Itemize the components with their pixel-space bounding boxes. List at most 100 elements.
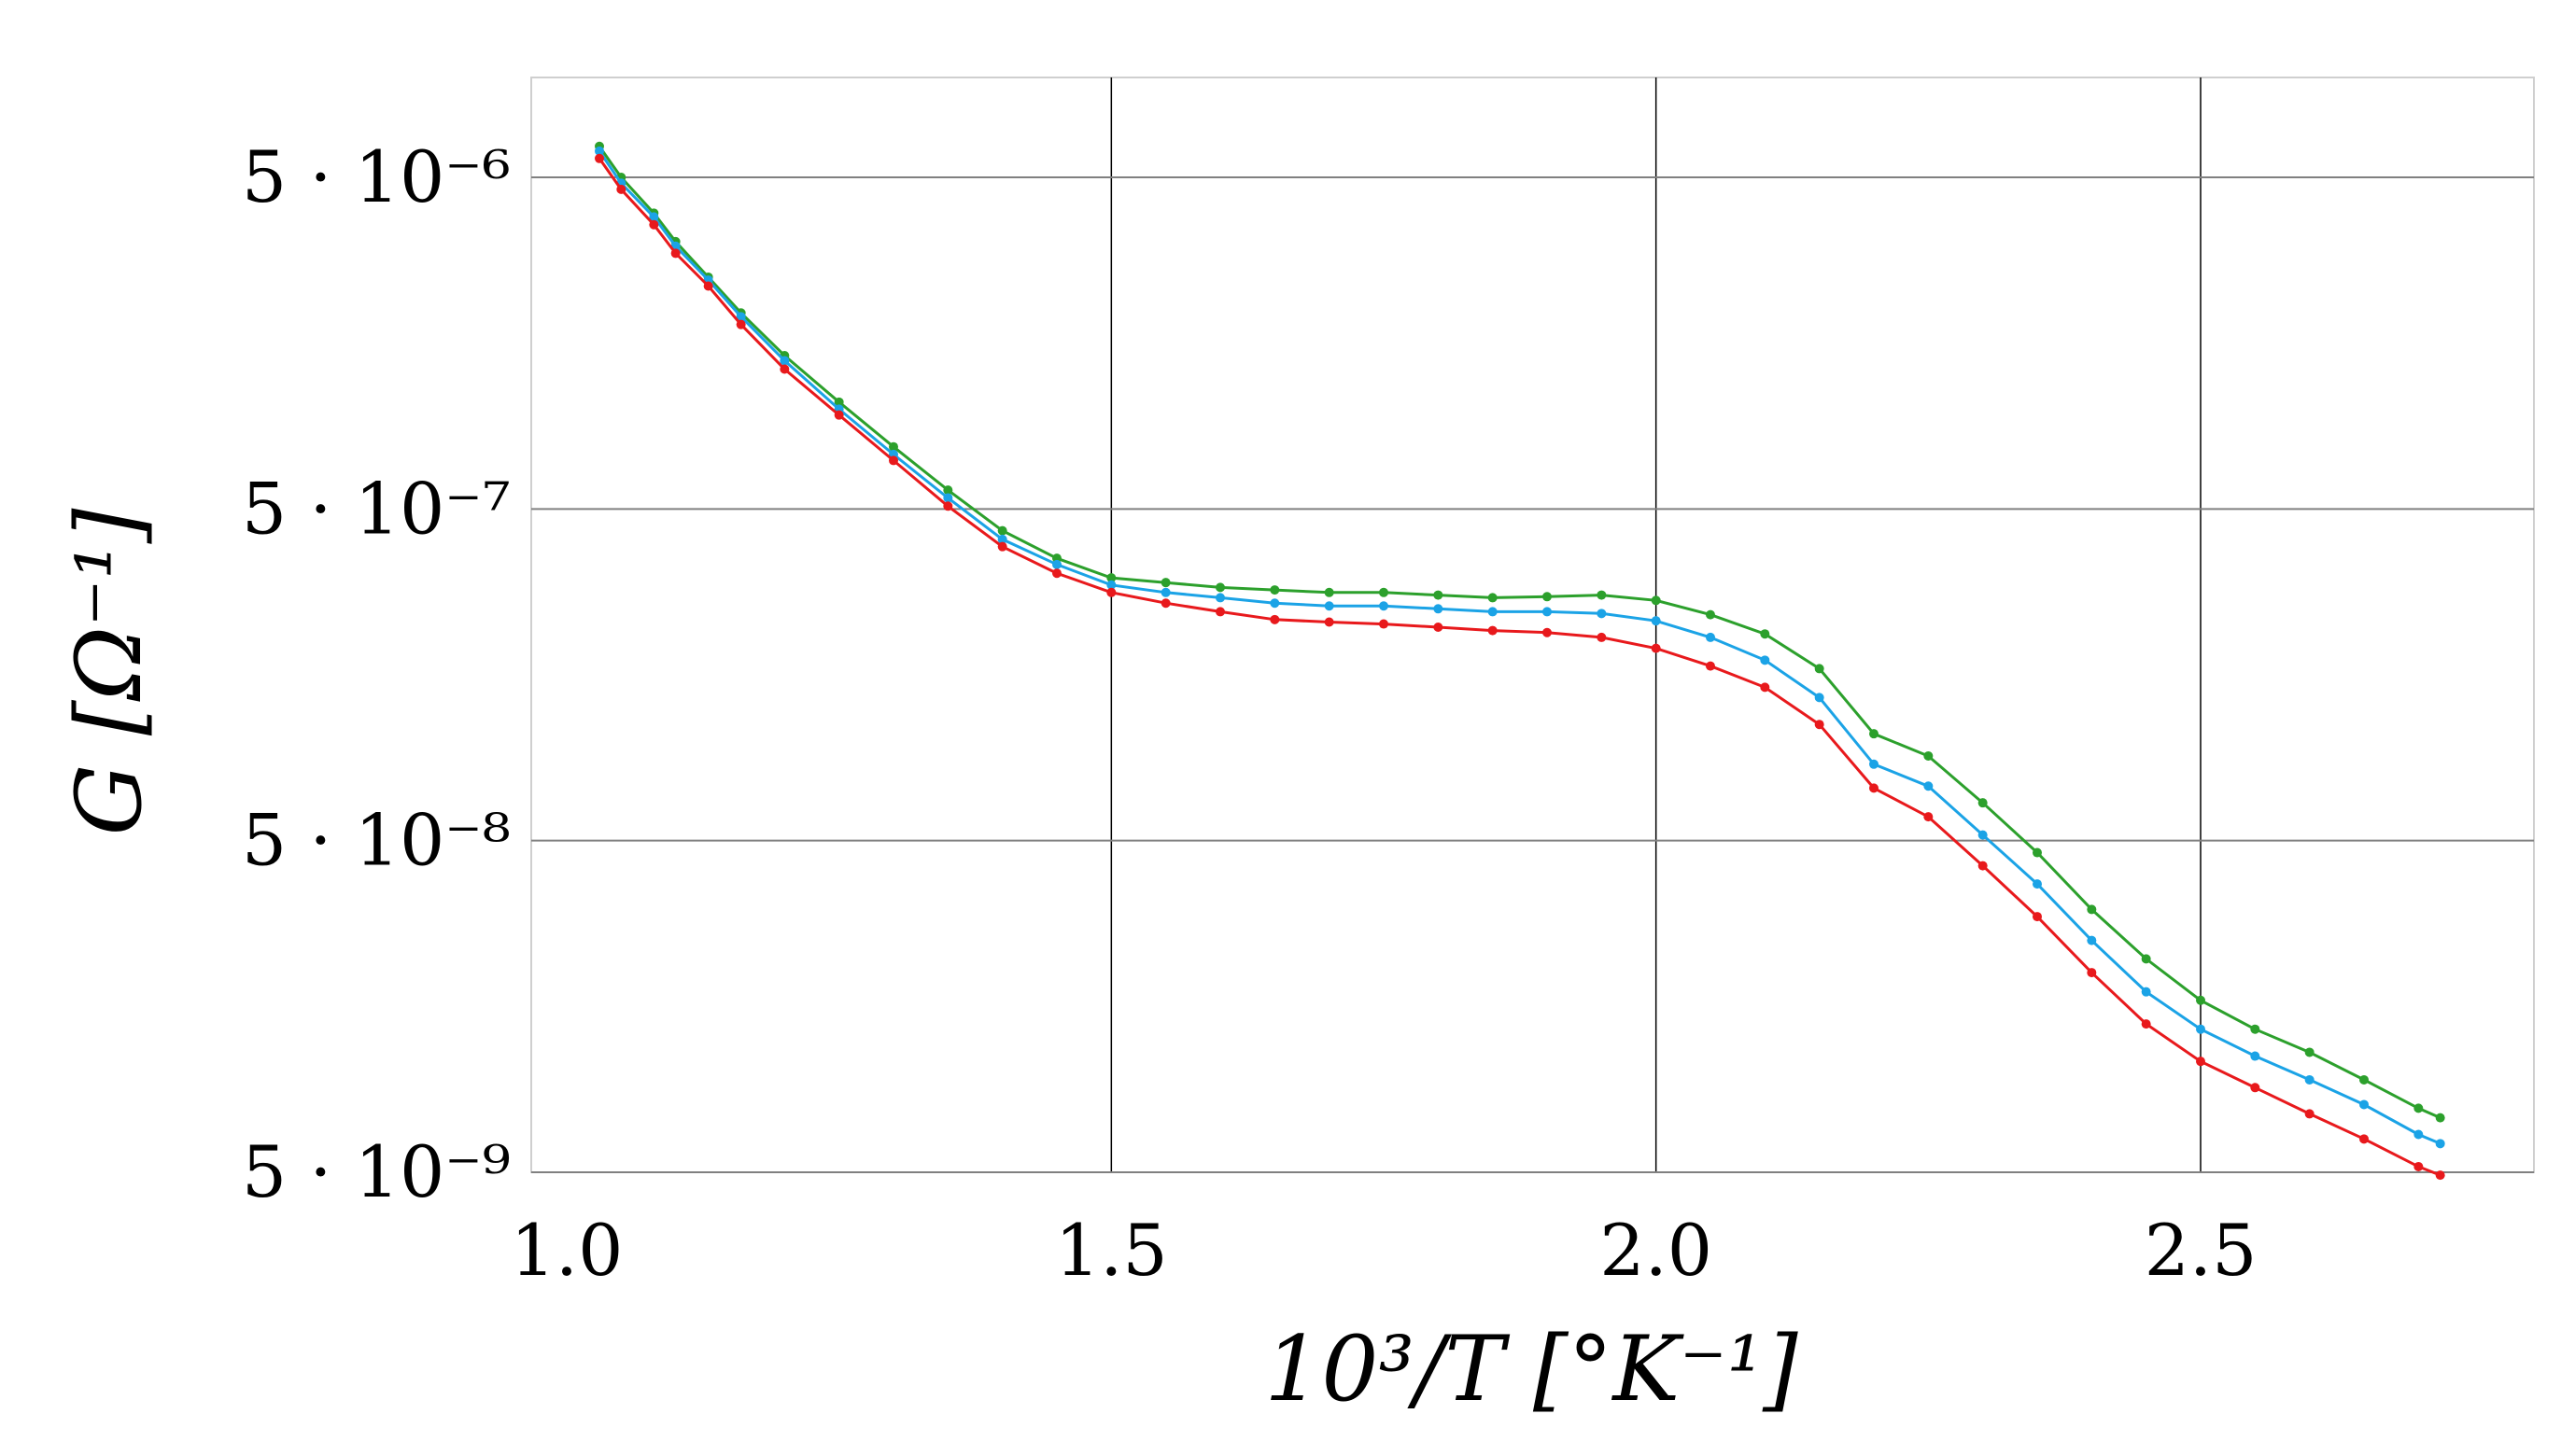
data-point [2250, 1083, 2260, 1093]
data-point [834, 397, 844, 407]
data-point [834, 410, 844, 420]
data-point [595, 146, 604, 156]
data-point [703, 281, 713, 291]
data-point [736, 319, 746, 329]
data-point [1161, 587, 1171, 597]
data-point [2435, 1170, 2445, 1181]
data-point [1597, 590, 1607, 600]
data-point [1324, 617, 1334, 627]
x-tick-label: 2.5 [2145, 1209, 2258, 1292]
data-point [1542, 627, 1552, 637]
data-point [1161, 598, 1171, 609]
data-point [1216, 582, 1225, 593]
y-tick-label: 5 · 10⁻⁸ [242, 799, 511, 882]
data-point [1651, 616, 1661, 626]
data-point [1106, 587, 1117, 597]
data-point [2359, 1074, 2369, 1085]
data-point [1106, 573, 1117, 583]
data-point [1542, 607, 1552, 617]
data-point [2304, 1047, 2315, 1057]
data-point [1270, 598, 1280, 609]
data-point [1324, 601, 1334, 611]
data-point [1270, 614, 1280, 624]
data-point [997, 534, 1007, 544]
y-axis-label: G [Ω⁻¹] [57, 508, 162, 835]
data-point [1977, 798, 1988, 808]
data-point [2087, 968, 2097, 978]
data-point [1379, 619, 1388, 629]
data-point [889, 441, 898, 452]
data-point [2304, 1109, 2315, 1119]
data-point [1324, 587, 1334, 597]
y-tick-labels: 5 · 10⁻⁶ 5 · 10⁻⁷ 5 · 10⁻⁸ 5 · 10⁻⁹ [242, 135, 511, 1213]
data-point [595, 153, 604, 163]
data-point [2413, 1129, 2424, 1140]
data-point [1487, 607, 1498, 617]
grid-lines [531, 77, 2534, 1173]
data-point [889, 455, 898, 466]
data-point [2435, 1113, 2445, 1123]
data-point [1869, 729, 1878, 739]
plot-area-frame [530, 77, 2535, 1173]
data-point [943, 493, 953, 503]
series-1 [595, 146, 2445, 1149]
data-point [736, 312, 746, 322]
data-point [2196, 1057, 2205, 1067]
data-point [1487, 625, 1498, 636]
data-point [1760, 655, 1770, 665]
data-point [1106, 580, 1117, 590]
data-point [2087, 935, 2097, 945]
data-point [1814, 664, 1824, 674]
data-point [1651, 643, 1661, 653]
data-point [2304, 1074, 2315, 1085]
data-point [1977, 861, 1988, 871]
data-point [1814, 720, 1824, 730]
data-point [649, 212, 659, 222]
data-point [2196, 995, 2205, 1005]
data-point [997, 525, 1007, 536]
data-point [2250, 1024, 2260, 1034]
data-point [1597, 609, 1607, 619]
data-point [1052, 568, 1062, 579]
data-point [1651, 595, 1661, 606]
data-point [1597, 632, 1607, 642]
data-point [1760, 629, 1770, 639]
data-point [1869, 759, 1878, 769]
data-point [670, 248, 681, 259]
data-point [1977, 830, 1988, 840]
data-point [2033, 879, 2042, 889]
data-point [649, 219, 659, 230]
data-point [1433, 623, 1443, 633]
data-point [1433, 590, 1443, 600]
data-point [943, 501, 953, 511]
y-tick-label: 5 · 10⁻⁹ [242, 1130, 511, 1213]
data-point [1433, 604, 1443, 614]
series-2 [595, 153, 2445, 1181]
data-point [1869, 783, 1878, 793]
data-point [780, 356, 790, 366]
data-point [1379, 601, 1388, 611]
series-line [598, 145, 2441, 1119]
data-point [1706, 632, 1715, 642]
x-tick-labels: 1.0 1.5 2.0 2.5 [511, 1209, 2258, 1292]
data-point [1161, 578, 1171, 588]
data-point [2413, 1161, 2424, 1171]
data-point [2033, 847, 2042, 858]
data-point [1706, 661, 1715, 671]
y-tick-label: 5 · 10⁻⁷ [242, 467, 511, 550]
x-tick-label: 2.0 [1599, 1209, 1712, 1292]
data-point [1814, 693, 1824, 703]
x-tick-label: 1.0 [511, 1209, 624, 1292]
data-point [1379, 587, 1388, 597]
data-point [997, 541, 1007, 552]
series-line [598, 157, 2441, 1177]
data-point [2196, 1024, 2205, 1034]
data-point [1923, 812, 1934, 822]
data-point [2413, 1103, 2424, 1113]
data-point [2141, 954, 2151, 964]
data-point [1270, 585, 1280, 595]
data-point [1216, 607, 1225, 617]
data-point [616, 184, 626, 194]
y-tick-label: 5 · 10⁻⁶ [242, 135, 511, 218]
